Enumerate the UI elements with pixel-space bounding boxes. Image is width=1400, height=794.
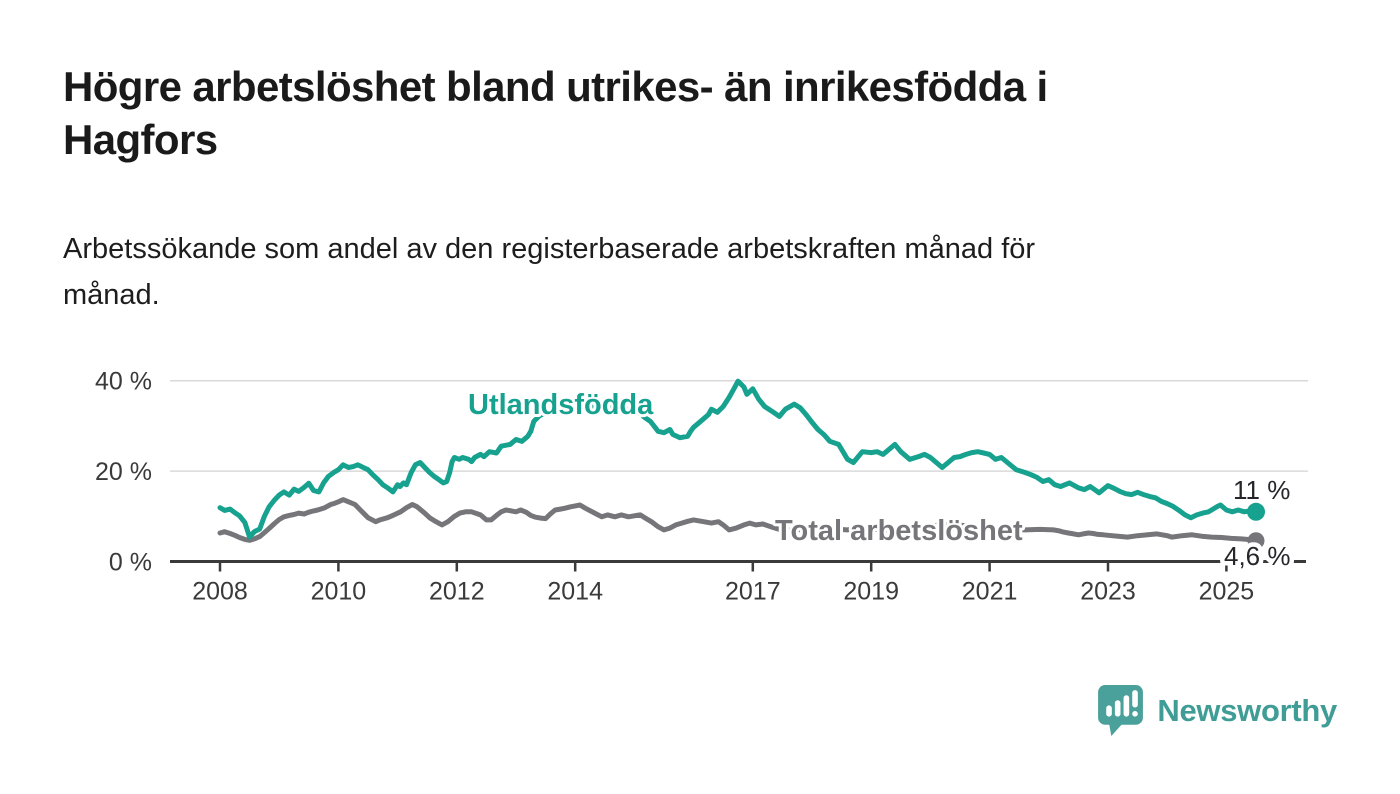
- chart-subtitle-line: Arbetssökande som andel av den registerb…: [63, 233, 1036, 265]
- series-line-total-arbetsl-shet: [217, 497, 1259, 544]
- end-value-label: 11 %: [1233, 475, 1290, 505]
- x-axis-tick-label: 2012: [429, 578, 485, 606]
- x-axis-tick-label: 2014: [547, 578, 603, 606]
- x-axis-tick-label: 2021: [962, 578, 1018, 606]
- series-label: Total arbetslöshet: [775, 515, 1023, 547]
- x-axis-tick-label: 2010: [311, 578, 367, 606]
- x-axis-tick-label: 2017: [725, 578, 781, 606]
- y-axis-tick-label: 0 %: [109, 549, 152, 577]
- x-axis-tick-label: 2019: [843, 578, 899, 606]
- chart-subtitle: Arbetssökande som andel av den registerb…: [63, 226, 1323, 318]
- x-axis-tick-label: 2008: [192, 578, 248, 606]
- newsworthy-wordmark: Newsworthy: [1157, 692, 1337, 728]
- x-axis-tick-label: 2023: [1080, 578, 1136, 606]
- series-end-dot-total-arbetsl-shet: [1247, 532, 1265, 550]
- series-end-dot-utlandsf-dda: [1247, 502, 1265, 521]
- unemployment-line-chart: 0 % 20 % 40 % 2008 2010 2012 2014 2017 2019 2021 2…: [95, 368, 1308, 606]
- newsworthy-logo: Newsworthy: [1097, 684, 1337, 737]
- chart-subtitle-line: månad.: [63, 279, 160, 311]
- series-label: Utlandsfödda: [468, 389, 654, 421]
- y-axis-tick-label: 40 %: [95, 368, 152, 396]
- page-title-line: Hagfors: [63, 116, 218, 163]
- end-value-label: 4,6 %: [1224, 541, 1291, 571]
- x-axis-tick-label: 2025: [1199, 578, 1255, 606]
- page-title: Högre arbetslöshet bland utrikes- än inr…: [63, 60, 1363, 166]
- page-title-line: Högre arbetslöshet bland utrikes- än inr…: [63, 63, 1048, 110]
- y-axis-tick-label: 20 %: [95, 458, 152, 486]
- newsworthy-logo-icon: [1098, 685, 1144, 736]
- series-line-utlandsf-dda: [217, 378, 1259, 540]
